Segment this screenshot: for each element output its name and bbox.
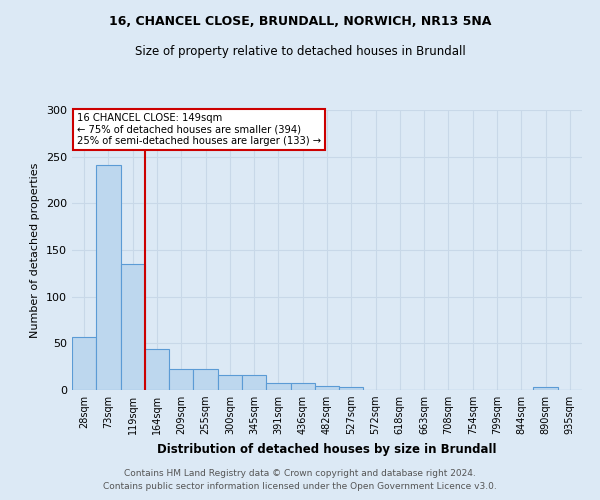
Bar [242,375,266,390]
Bar [193,368,218,390]
Text: Contains HM Land Registry data © Crown copyright and database right 2024.: Contains HM Land Registry data © Crown c… [124,468,476,477]
Bar [169,368,193,390]
Bar [121,264,145,390]
Text: 16, CHANCEL CLOSE, BRUNDALL, NORWICH, NR13 5NA: 16, CHANCEL CLOSE, BRUNDALL, NORWICH, NR… [109,15,491,28]
X-axis label: Distribution of detached houses by size in Brundall: Distribution of detached houses by size … [157,442,497,456]
Bar [145,349,169,390]
Bar [533,387,558,390]
Bar [290,384,315,390]
Bar [315,386,339,390]
Y-axis label: Number of detached properties: Number of detached properties [31,162,40,338]
Bar [218,375,242,390]
Text: Size of property relative to detached houses in Brundall: Size of property relative to detached ho… [134,45,466,58]
Bar [96,165,121,390]
Text: Contains public sector information licensed under the Open Government Licence v3: Contains public sector information licen… [103,482,497,491]
Bar [339,387,364,390]
Bar [72,337,96,390]
Bar [266,384,290,390]
Text: 16 CHANCEL CLOSE: 149sqm
← 75% of detached houses are smaller (394)
25% of semi-: 16 CHANCEL CLOSE: 149sqm ← 75% of detach… [77,113,321,146]
